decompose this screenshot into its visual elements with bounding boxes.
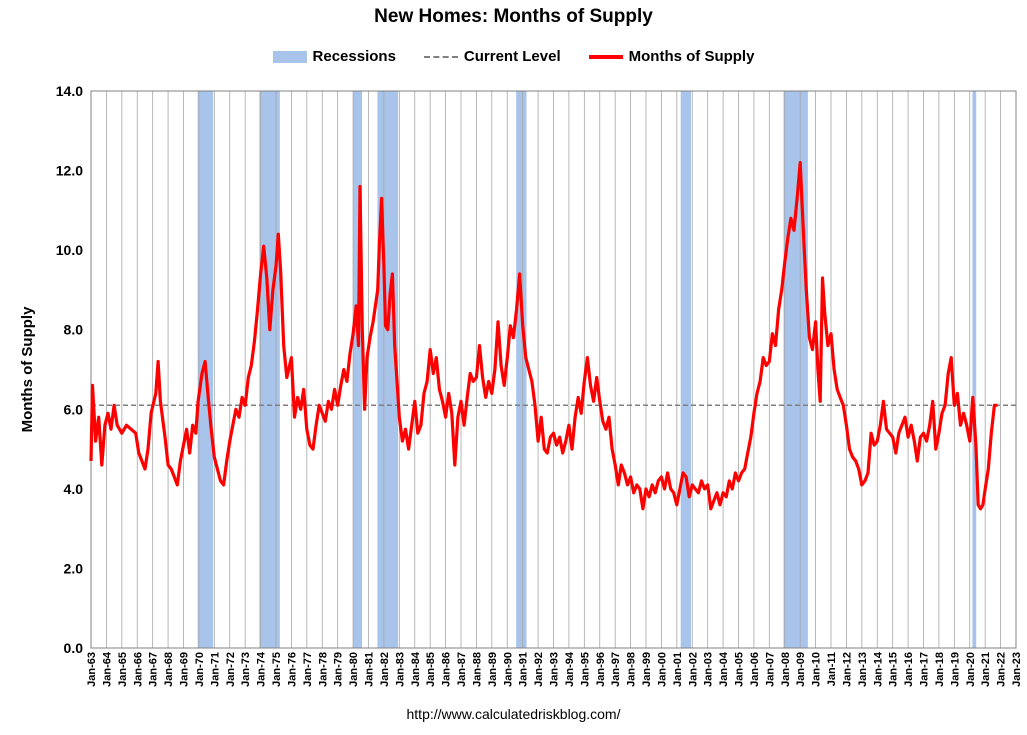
x-tick-label: Jan-85: [425, 652, 437, 687]
x-tick-label: Jan-99: [641, 652, 653, 687]
y-tick-label: 12.0: [56, 163, 83, 179]
x-tick-label: Jan-11: [826, 652, 838, 686]
x-tick-label: Jan-77: [302, 652, 314, 687]
x-tick-label: Jan-16: [903, 652, 915, 687]
x-tick-label: Jan-80: [348, 652, 360, 687]
x-tick-label: Jan-76: [286, 652, 298, 687]
x-tick-label: Jan-81: [364, 652, 376, 687]
x-tick-label: Jan-72: [225, 652, 237, 687]
x-tick-label: Jan-23: [1011, 652, 1023, 687]
x-tick-label: Jan-00: [656, 652, 668, 687]
y-tick-label: 14.0: [56, 83, 83, 99]
legend-label-current-level: Current Level: [463, 48, 561, 65]
x-tick-label: Jan-12: [841, 652, 853, 687]
chart-svg: 0.0 2.0 4.0 6.0 8.0 10.0 12.0 14.0 Jan-63 Jan-64…: [19, 83, 1023, 687]
recession-band: [972, 91, 977, 648]
x-tick-label: Jan-68: [163, 652, 175, 687]
x-tick-label: Jan-73: [240, 652, 252, 687]
recession-bands: [197, 91, 977, 648]
x-tick-label: Jan-14: [872, 651, 884, 687]
x-tick-label: Jan-64: [101, 651, 113, 687]
plot-area-frame: [90, 90, 1017, 649]
x-tick-label: Jan-87: [456, 652, 468, 687]
recession-band: [680, 91, 692, 648]
legend-item-recessions: Recessions: [272, 48, 396, 65]
chart-title: New Homes: Months of Supply: [374, 6, 653, 27]
x-tick-label: Jan-82: [379, 652, 391, 687]
x-tick-label: Jan-89: [487, 652, 499, 687]
x-tick-label: Jan-93: [549, 652, 561, 687]
x-tick-label: Jan-15: [888, 652, 900, 687]
recession-band: [516, 91, 527, 648]
x-tick-label: Jan-92: [533, 652, 545, 687]
x-tick-label: Jan-66: [132, 652, 144, 687]
x-tick-label: Jan-96: [595, 652, 607, 687]
x-tick-label: Jan-07: [764, 652, 776, 687]
x-tick-label: Jan-75: [271, 652, 283, 687]
x-tick-label: Jan-13: [857, 652, 869, 687]
x-tick-label: Jan-88: [471, 652, 483, 687]
x-tick-label: Jan-20: [965, 652, 977, 687]
x-tick-label: Jan-22: [996, 652, 1008, 687]
x-tick-label: Jan-02: [687, 652, 699, 687]
x-tick-label: Jan-79: [333, 652, 345, 687]
y-tick-label: 2.0: [64, 560, 84, 576]
x-tick-label: Jan-65: [117, 652, 129, 687]
x-tick-label: Jan-05: [734, 652, 746, 687]
x-tick-label: Jan-21: [980, 652, 992, 687]
x-tick-label: Jan-10: [811, 652, 823, 687]
recession-band: [259, 91, 280, 648]
x-tick-label: Jan-18: [934, 652, 946, 687]
grid-lines: [90, 91, 1017, 648]
legend-swatch-months-of-supply: [588, 54, 623, 59]
legend-item-months-of-supply: Months of Supply: [588, 48, 755, 65]
y-tick-label: 4.0: [64, 481, 84, 497]
legend-swatch-current-level: [423, 55, 458, 58]
x-tick-label: Jan-97: [610, 652, 622, 687]
legend: Recessions Current Level Months of Suppl…: [0, 48, 1027, 65]
x-tick-label: Jan-04: [718, 651, 730, 687]
y-tick-label: 6.0: [64, 401, 84, 417]
x-tick-label: Jan-69: [179, 652, 191, 687]
x-tick-label: Jan-74: [256, 651, 268, 687]
x-tick-label: Jan-95: [579, 652, 591, 687]
x-tick-label: Jan-01: [672, 652, 684, 687]
source-url: http://www.calculatedriskblog.com/: [406, 706, 621, 722]
y-tick-labels: 0.0 2.0 4.0 6.0 8.0 10.0 12.0 14.0: [56, 83, 83, 656]
legend-label-months-of-supply: Months of Supply: [628, 48, 755, 65]
x-tick-label: Jan-86: [441, 652, 453, 687]
recession-band: [353, 91, 363, 648]
x-tick-label: Jan-91: [518, 652, 530, 687]
x-tick-label: Jan-09: [795, 652, 807, 687]
x-tick-label: Jan-71: [209, 652, 221, 687]
x-tick-label: Jan-78: [317, 652, 329, 687]
x-tick-label: Jan-70: [194, 652, 206, 687]
x-tick-label: Jan-98: [626, 652, 638, 687]
x-tick-label: Jan-90: [502, 652, 514, 687]
x-tick-label: Jan-67: [148, 652, 160, 687]
legend-swatch-recessions: [272, 50, 307, 63]
x-tick-label: Jan-17: [919, 652, 931, 687]
recession-band: [783, 91, 808, 648]
x-tick-label: Jan-03: [703, 652, 715, 687]
x-tick-label: Jan-94: [564, 651, 576, 687]
x-tick-label: Jan-08: [780, 652, 792, 687]
y-tick-label: 8.0: [64, 322, 84, 338]
x-tick-label: Jan-06: [749, 652, 761, 687]
x-tick-label: Jan-19: [949, 652, 961, 687]
legend-label-recessions: Recessions: [312, 48, 396, 65]
legend-item-current-level: Current Level: [423, 48, 561, 65]
y-axis-label: Months of Supply: [19, 306, 36, 432]
x-tick-label: Jan-83: [394, 652, 406, 687]
y-tick-label: 10.0: [56, 242, 83, 258]
y-tick-label: 0.0: [64, 640, 84, 656]
x-tick-label: Jan-63: [86, 652, 98, 687]
x-tick-labels: Jan-63 Jan-64 Jan-65 Jan-66 Jan-67 Jan-68 Jan-…: [86, 651, 1023, 687]
months-of-supply-line: [89, 161, 998, 511]
x-tick-label: Jan-84: [410, 651, 422, 687]
